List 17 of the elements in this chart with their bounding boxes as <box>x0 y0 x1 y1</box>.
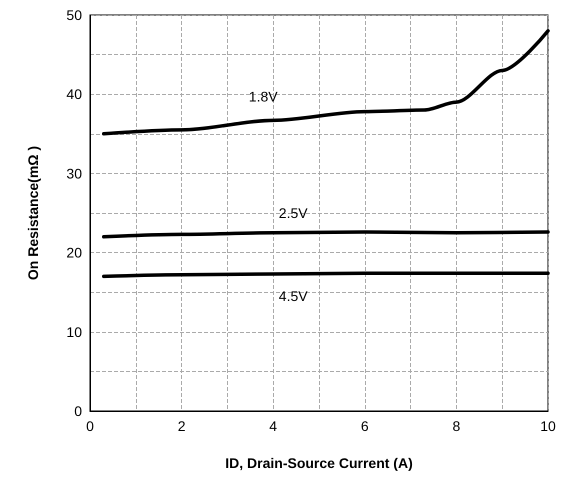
x-tick-label: 4 <box>269 418 278 434</box>
series-label: 4.5V <box>278 288 308 304</box>
y-tick-label: 50 <box>66 7 82 23</box>
x-tick-label: 10 <box>540 418 556 434</box>
y-tick-label: 10 <box>66 324 82 340</box>
x-tick-label: 2 <box>178 418 186 434</box>
x-tick-label: 0 <box>86 418 94 434</box>
y-tick-label: 0 <box>74 403 82 419</box>
y-axis-title: On Resistance(mΩ ) <box>25 146 41 280</box>
y-tick-label: 40 <box>66 86 82 102</box>
x-tick-label: 8 <box>452 418 460 434</box>
y-tick-label: 20 <box>66 244 82 261</box>
y-tick-label: 30 <box>66 165 82 182</box>
x-tick-label: 6 <box>360 418 369 434</box>
x-axis-title: ID, Drain-Source Current (A) <box>225 455 413 471</box>
series-label: 2.5V <box>278 204 308 221</box>
series-label: 1.8V <box>248 88 278 104</box>
